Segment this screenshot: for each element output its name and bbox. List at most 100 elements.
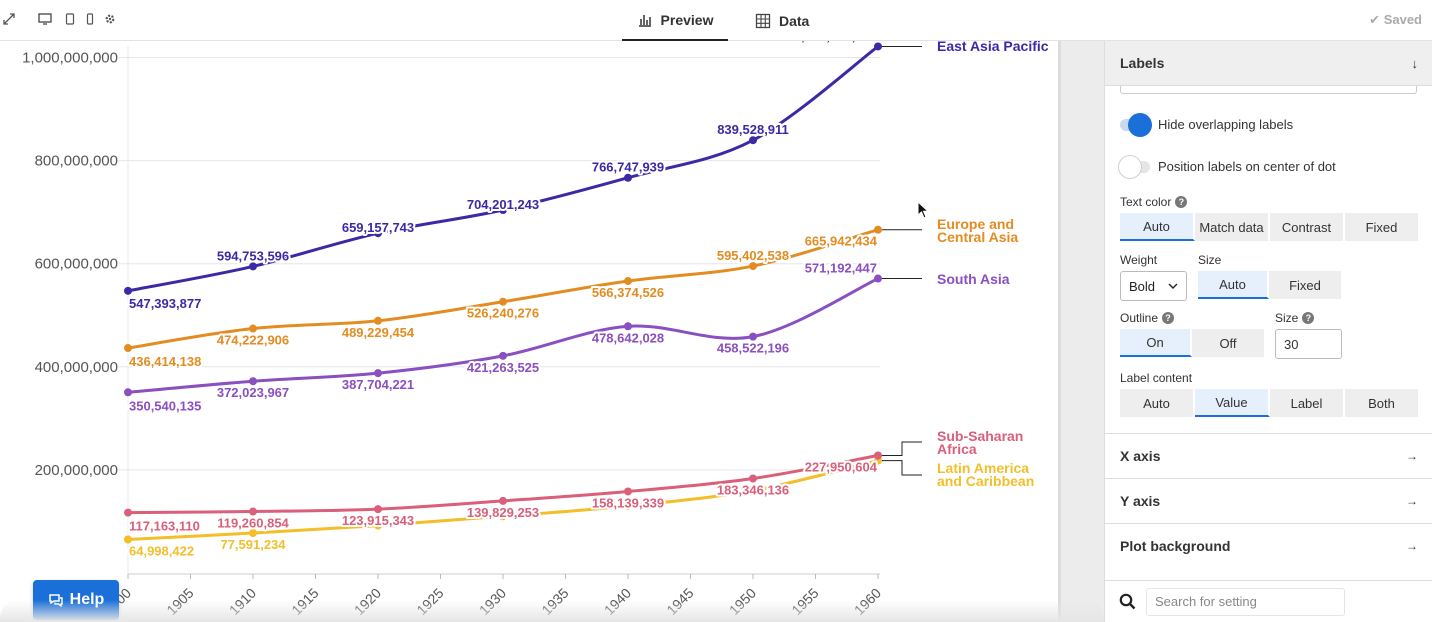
weight-size-row: Weight Bold Size Auto Fixed (1105, 253, 1432, 301)
outline-off[interactable]: Off (1192, 329, 1264, 357)
preview-resize-edge[interactable] (1058, 41, 1104, 622)
data-label: 119,260,854 (217, 516, 289, 531)
arrow-right-icon: → (1406, 539, 1418, 553)
outline-size-label: Size ? (1275, 311, 1342, 325)
size-fixed[interactable]: Fixed (1269, 271, 1341, 299)
tab-data[interactable]: Data (755, 0, 809, 41)
data-point (874, 225, 882, 234)
y-axis-section[interactable]: Y axis → (1105, 478, 1432, 523)
data-point (249, 377, 257, 386)
gear-icon[interactable] (103, 13, 117, 27)
top-bar: Preview Data ✔ Saved (0, 0, 1432, 41)
data-point (499, 496, 507, 505)
text-color-fixed[interactable]: Fixed (1345, 213, 1418, 241)
text-color-label: Text color ? (1105, 195, 1432, 209)
data-label: 478,642,028 (592, 330, 664, 345)
mouse-cursor-icon (917, 201, 929, 219)
y-tick-label: 200,000,000 (35, 462, 118, 479)
tab-data-label: Data (779, 12, 810, 29)
label-content-label-opt[interactable]: Label (1270, 389, 1345, 417)
data-label: 594,753,596 (217, 248, 289, 263)
data-label: 665,942,434 (805, 234, 878, 249)
hide-overlapping-row: Hide overlapping labels (1105, 112, 1432, 137)
bar-chart-icon (638, 14, 651, 27)
expand-icon[interactable] (2, 13, 16, 27)
search-icon (1119, 593, 1136, 610)
data-point (499, 512, 507, 521)
data-label: 458,522,196 (717, 341, 789, 356)
chart-preview: 1,000,000,000 800,000,000 600,000,000 400,0… (0, 41, 1060, 622)
data-label: 547,393,877 (129, 296, 201, 311)
data-point (624, 487, 632, 496)
data-label: 64,998,422 (129, 543, 194, 558)
data-point (124, 388, 132, 397)
search-input[interactable]: Search for setting (1146, 587, 1345, 616)
data-point (749, 486, 757, 495)
settings-search-bar: Search for setting (1105, 580, 1432, 622)
outline-on[interactable]: On (1120, 329, 1192, 357)
weight-label: Weight (1120, 253, 1158, 267)
data-label: 474,222,906 (217, 333, 289, 348)
data-label: 766,747,939 (592, 160, 664, 175)
data-label: 839,528,911 (717, 122, 789, 137)
outline-text: Outline (1120, 311, 1159, 325)
y-tick-label: 400,000,000 (35, 359, 118, 376)
hide-overlapping-toggle[interactable] (1120, 113, 1152, 137)
label-textarea[interactable] (1120, 86, 1417, 94)
data-label: 77,591,234 (220, 537, 286, 552)
data-point (749, 262, 757, 271)
tab-preview[interactable]: Preview (622, 0, 728, 41)
data-point (374, 369, 382, 378)
tablet-icon[interactable] (63, 13, 77, 27)
labels-section-title: Labels (1120, 55, 1165, 71)
outline-size-input[interactable]: 30 (1275, 329, 1342, 359)
data-point (249, 529, 257, 538)
series-label: Europe and (937, 216, 1014, 232)
size-auto[interactable]: Auto (1198, 271, 1269, 299)
mobile-icon[interactable] (83, 13, 97, 27)
data-label: 183,346,136 (717, 482, 789, 497)
desktop-icon[interactable] (38, 13, 52, 27)
text-color-text: Text color (1120, 195, 1172, 209)
plot-background-section[interactable]: Plot background → (1105, 523, 1432, 568)
line-chart: 1,000,000,000 800,000,000 600,000,000 400,0… (22, 41, 1049, 618)
outline-options: On Off (1120, 329, 1275, 357)
data-label: 123,915,343 (342, 513, 414, 528)
table-grid-icon (755, 13, 771, 28)
label-content-auto[interactable]: Auto (1120, 389, 1195, 417)
check-icon: ✔ (1369, 12, 1381, 27)
help-question-icon[interactable]: ? (1302, 312, 1315, 324)
series-label: and Caribbean (937, 473, 1034, 489)
label-content-both[interactable]: Both (1345, 389, 1418, 417)
help-question-icon[interactable]: ? (1175, 196, 1188, 208)
data-point (124, 508, 132, 517)
text-color-match-data[interactable]: Match data (1195, 213, 1270, 241)
data-point (874, 451, 882, 460)
data-point (749, 332, 757, 341)
outline-row: Outline ? On Off Size ? 30 (1105, 311, 1432, 359)
labels-section-header[interactable]: Labels ↓ (1105, 41, 1432, 86)
position-center-row: Position labels on center of dot (1105, 154, 1432, 179)
data-point (124, 286, 132, 295)
data-point (499, 297, 507, 306)
position-center-toggle[interactable] (1118, 155, 1152, 179)
text-color-contrast[interactable]: Contrast (1270, 213, 1345, 241)
help-question-icon[interactable]: ? (1162, 312, 1175, 324)
text-color-auto[interactable]: Auto (1120, 213, 1195, 241)
y-tick-label: 800,000,000 (35, 153, 118, 170)
data-label: 595,402,538 (717, 248, 789, 263)
leader-line (882, 441, 922, 456)
series-label: Sub-Saharan (937, 428, 1023, 444)
label-content-value[interactable]: Value (1195, 389, 1270, 417)
series-label: East Asia Pacific (937, 41, 1049, 54)
data-label: 421,263,525 (467, 360, 539, 375)
outline-size-text: Size (1275, 311, 1299, 325)
weight-select[interactable]: Bold (1120, 271, 1187, 301)
outline-label: Outline ? (1105, 311, 1275, 325)
data-point (124, 535, 132, 544)
label-content-label: Label content (1120, 371, 1193, 385)
data-point (374, 316, 382, 325)
x-axis-section[interactable]: X axis → (1105, 433, 1432, 478)
data-point (374, 229, 382, 238)
data-label: 704,201,243 (467, 197, 539, 212)
